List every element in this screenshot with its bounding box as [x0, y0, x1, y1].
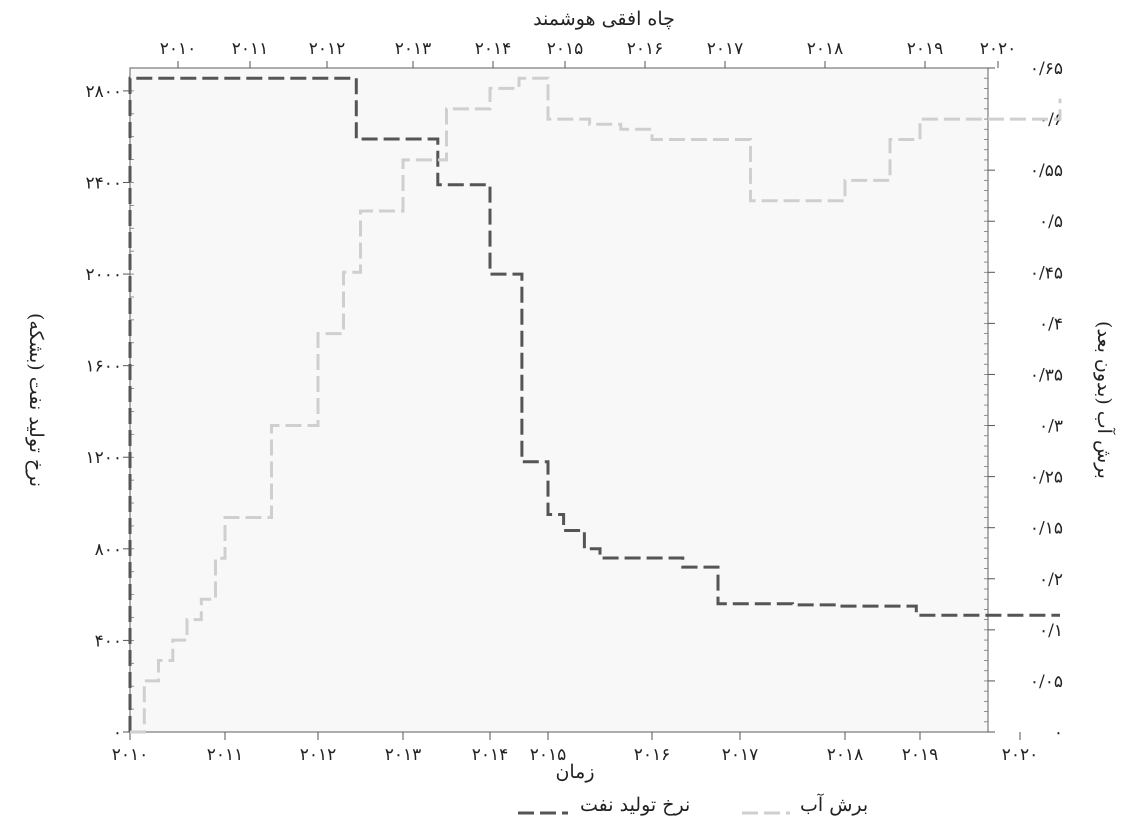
- legend-label: نرخ تولید نفت: [580, 794, 690, 816]
- x-bottom-tick-label: ۲۰۱۳: [385, 745, 422, 765]
- y-right-tick-label: ۰/۳۵: [1030, 365, 1063, 385]
- y-left-tick-label: ۸۰۰: [95, 540, 122, 560]
- x-bottom-tick-label: ۲۰۱۰: [112, 745, 149, 765]
- y-left-tick-label: ۲۴۰۰: [85, 173, 122, 193]
- plot-area: [129, 67, 989, 733]
- x-top-tick-label: ۲۰۱۸: [807, 39, 844, 59]
- y-right-tick-label: ۰/۵۵: [1030, 161, 1063, 181]
- x-top-tick-label: ۲۰۱۷: [707, 39, 744, 59]
- water-cut-series-line: [130, 76, 1062, 734]
- x-bottom-tick-label: ۲۰۱۵: [530, 745, 567, 765]
- x-bottom-tick-label: ۲۰۱۱: [207, 745, 244, 765]
- y-right-tick-label: ۰/۲: [1039, 570, 1063, 590]
- x-top-tick-label: ۲۰۲۰: [980, 39, 1017, 59]
- x-bottom-tick-label: ۲۰۱۷: [722, 745, 759, 765]
- x-top-tick-label: ۲۰۱۱: [232, 39, 269, 59]
- x-top-tick-label: ۲۰۱۹: [907, 39, 944, 59]
- y-left-tick-label: ۲۰۰۰: [85, 265, 122, 285]
- y-right-tick-label: ۰: [1054, 723, 1063, 743]
- x-top-tick-label: ۲۰۱۳: [395, 39, 432, 59]
- y-right-tick-label: ۰/۲۵: [1030, 468, 1063, 488]
- y-right-tick-label: ۰/۱: [1039, 621, 1063, 641]
- y-right-tick-label: ۰/۶۵: [1030, 59, 1063, 79]
- y-left-tick-label: ۲۸۰۰: [85, 82, 122, 102]
- y-left-tick-label: ۰: [113, 723, 122, 743]
- axis-ticks: ۲۰۱۰ ۲۰۱۱ ۲۰۱۲ ۲۰۱۳ ۲۰۱۴ ۲۰۱۵ ۲۰۱۶ ۲۰۱۷ ۲۰۱۸ ۲۰۱۹…: [85, 39, 1063, 765]
- y-right-tick-label: ۰/۶: [1039, 110, 1063, 130]
- x-bottom-tick-label: ۲۰۱۹: [902, 745, 939, 765]
- x-bottom-tick-label: ۲۰۱۲: [300, 745, 337, 765]
- x-axis-title: زمان: [555, 761, 594, 783]
- x-top-tick-label: ۲۰۱۰: [160, 39, 197, 59]
- x-top-tick-label: ۲۰۱۲: [309, 39, 346, 59]
- oil-rate-series-line: [128, 76, 1060, 732]
- y-right-tick-label: ۰/۱۵: [1030, 519, 1063, 539]
- y-right-tick-label: ۰/۴۵: [1030, 263, 1063, 283]
- legend: نرخ تولید نفت برش آب: [518, 793, 868, 816]
- legend-label: برش آب: [800, 793, 868, 816]
- y-right-tick-label: ۰/۰۵: [1030, 672, 1063, 692]
- y-right-tick-label: ۰/۳: [1039, 417, 1063, 437]
- data-series: [128, 76, 1062, 734]
- y-left-tick-label: ۴۰۰: [95, 631, 122, 651]
- x-top-tick-label: ۲۰۱۵: [547, 39, 584, 59]
- y-left-tick-label: ۱۲۰۰: [85, 448, 122, 468]
- y-right-tick-label: ۰/۴: [1039, 314, 1063, 334]
- x-bottom-tick-label: ۲۰۱۶: [634, 745, 671, 765]
- y-right-tick-label: ۰/۵: [1039, 212, 1063, 232]
- x-top-tick-label: ۲۰۱۴: [475, 39, 512, 59]
- x-bottom-tick-label: ۲۰۲۰: [1002, 745, 1039, 765]
- x-top-tick-label: ۲۰۱۶: [627, 39, 664, 59]
- chart-title: چاه افقی هوشمند: [533, 8, 675, 30]
- y-left-axis-title: نرخ تولید نفت (بشکه): [25, 313, 47, 487]
- y-right-axis-title: برش آب (بدون بعد): [1093, 321, 1116, 479]
- y-left-tick-label: ۱۶۰۰: [85, 357, 122, 377]
- x-bottom-tick-label: ۲۰۱۴: [472, 745, 509, 765]
- x-bottom-tick-label: ۲۰۱۸: [827, 745, 864, 765]
